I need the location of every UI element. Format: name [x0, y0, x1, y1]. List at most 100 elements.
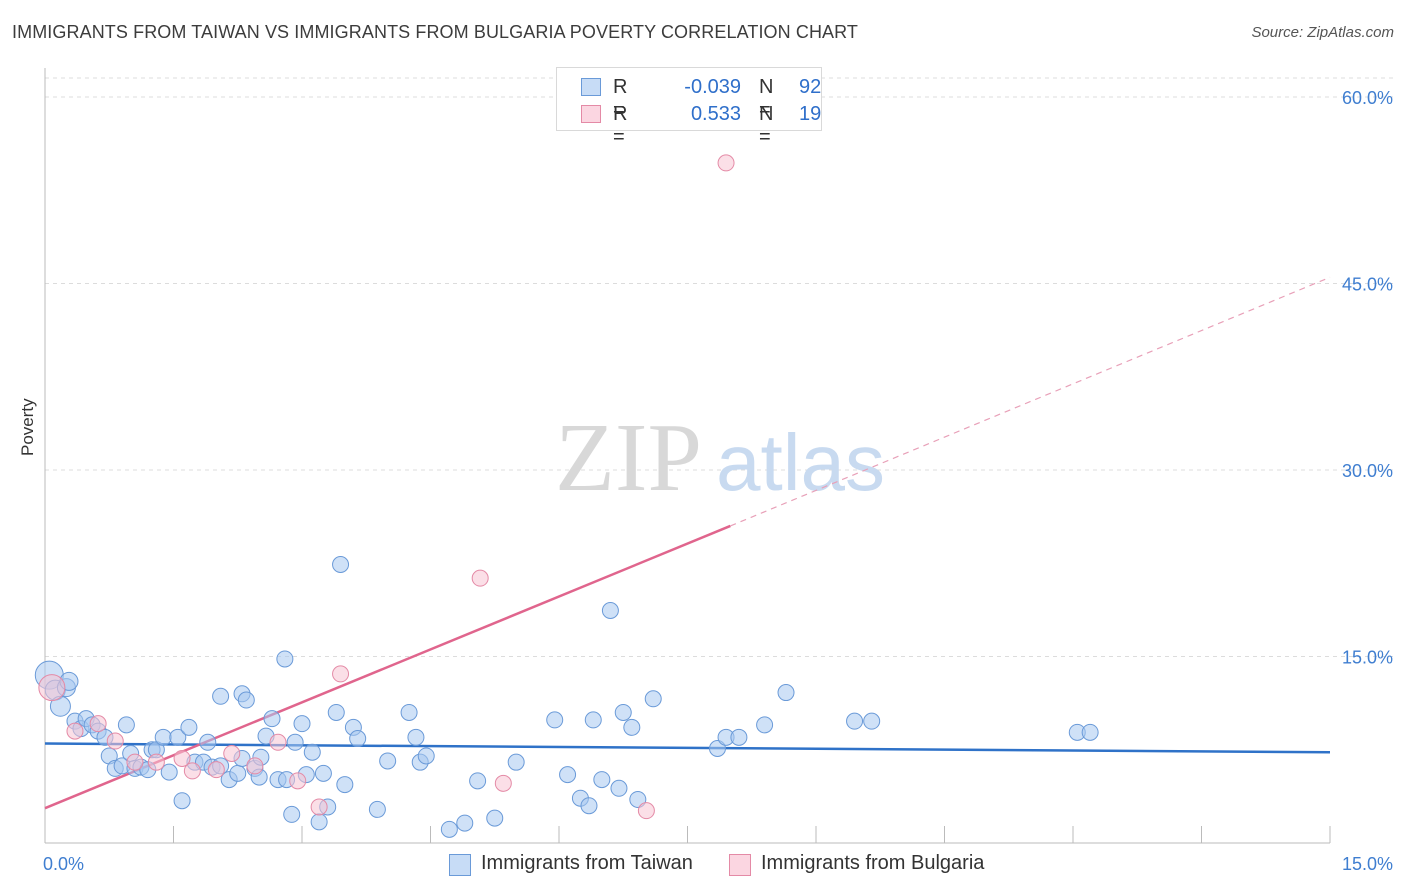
legend-swatch-taiwan: [449, 854, 471, 876]
bulgaria-point: [89, 715, 107, 733]
taiwan-point: [276, 650, 294, 668]
taiwan-point: [644, 690, 662, 708]
taiwan-point: [407, 728, 425, 746]
taiwan-point: [336, 776, 354, 794]
axis-layer: [44, 68, 1331, 844]
bulgaria-point: [637, 802, 655, 820]
source-label: Source: ZipAtlas.com: [1251, 24, 1394, 41]
taiwan-point: [293, 715, 311, 733]
legend-r-value: 0.533: [690, 103, 741, 125]
bulgaria-point: [173, 749, 191, 767]
y-axis-label: Poverty: [18, 398, 37, 456]
correlation-legend: R = -0.039 N = 92 R = 0.533 N = 19: [556, 67, 822, 148]
taiwan-point: [286, 733, 304, 751]
taiwan-point: [310, 813, 328, 831]
taiwan-point: [199, 733, 217, 751]
taiwan-point: [614, 703, 632, 721]
bulgaria-point: [183, 762, 201, 780]
trend-line-bulgaria-extension: [730, 276, 1331, 527]
taiwan-point: [440, 820, 458, 838]
y-tick-label: 45.0%: [1342, 275, 1393, 295]
bulgaria-point: [471, 569, 489, 587]
legend-label-taiwan: Immigrants from Taiwan: [481, 852, 693, 874]
bulgaria-point: [246, 757, 264, 775]
legend-r-value: -0.039: [684, 76, 741, 98]
legend-label-bulgaria: Immigrants from Bulgaria: [761, 852, 985, 874]
taiwan-point: [368, 800, 386, 818]
bulgaria-point: [717, 154, 735, 172]
chart-title: IMMIGRANTS FROM TAIWAN VS IMMIGRANTS FRO…: [12, 22, 859, 42]
taiwan-point: [593, 771, 611, 789]
taiwan-point: [379, 752, 397, 770]
legend-n-label: N =: [759, 76, 774, 121]
taiwan-point: [546, 711, 564, 729]
taiwan-point: [756, 716, 774, 734]
bulgaria-point: [106, 732, 124, 750]
watermark: ZIP atlas: [555, 404, 885, 512]
taiwan-point: [117, 716, 135, 734]
legend-r-label: R =: [613, 76, 628, 121]
taiwan-point: [730, 728, 748, 746]
legend-swatch-bulgaria: [581, 105, 601, 123]
taiwan-point: [580, 797, 598, 815]
legend-swatch-taiwan: [581, 78, 601, 96]
y-tick-label: 15.0%: [1342, 648, 1393, 668]
taiwan-point: [169, 728, 187, 746]
trend-line-taiwan: [44, 742, 1331, 754]
taiwan-point: [777, 684, 795, 702]
bulgaria-point: [223, 744, 241, 762]
bulgaria-point: [147, 753, 165, 771]
taiwan-point: [160, 763, 178, 781]
legend-n-label: N =: [759, 103, 774, 148]
watermark-zip: ZIP: [555, 404, 702, 512]
taiwan-point: [237, 691, 255, 709]
y-tick-label: 30.0%: [1342, 461, 1393, 481]
bulgaria-point: [66, 722, 84, 740]
taiwan-point: [1081, 723, 1099, 741]
legend-n-value: 19: [799, 103, 822, 125]
bulgaria-point: [289, 772, 307, 790]
taiwan-point: [314, 764, 332, 782]
watermark-atlas: atlas: [716, 418, 885, 507]
bulgaria-point: [38, 674, 66, 702]
taiwan-point: [601, 601, 619, 619]
legend-n-value: 92: [799, 76, 822, 98]
bulgaria-point: [310, 798, 328, 816]
label-layer: 15.0% 30.0% 45.0% 60.0% 0.0% 15.0%: [43, 88, 1393, 874]
taiwan-point: [263, 710, 281, 728]
taiwan-point: [349, 730, 367, 748]
taiwan-point: [212, 687, 230, 705]
x-tick-label: 0.0%: [43, 854, 84, 874]
taiwan-point: [584, 711, 602, 729]
taiwan-point: [173, 792, 191, 810]
bulgaria-point: [494, 774, 512, 792]
taiwan-point: [623, 718, 641, 736]
taiwan-point: [180, 718, 198, 736]
legend-r-label: R =: [613, 103, 628, 148]
taiwan-point: [863, 712, 881, 730]
bulgaria-point: [269, 733, 287, 751]
points-layer: [34, 154, 1099, 838]
taiwan-point: [559, 766, 577, 784]
taiwan-point: [283, 805, 301, 823]
taiwan-point: [610, 779, 628, 797]
bulgaria-point: [332, 665, 350, 683]
taiwan-point: [469, 772, 487, 790]
x-tick-label: 15.0%: [1342, 854, 1393, 874]
taiwan-point: [332, 555, 350, 573]
bulgaria-point: [126, 753, 144, 771]
taiwan-point: [456, 814, 474, 832]
taiwan-point: [507, 753, 525, 771]
taiwan-point: [229, 764, 247, 782]
taiwan-point: [708, 740, 726, 758]
taiwan-point: [400, 703, 418, 721]
bulgaria-point: [207, 761, 225, 779]
taiwan-point: [303, 743, 321, 761]
taiwan-point: [417, 747, 435, 765]
taiwan-point: [327, 703, 345, 721]
trend-layer: [44, 276, 1331, 810]
taiwan-point: [154, 728, 172, 746]
taiwan-point: [629, 790, 647, 808]
taiwan-point: [486, 809, 504, 827]
